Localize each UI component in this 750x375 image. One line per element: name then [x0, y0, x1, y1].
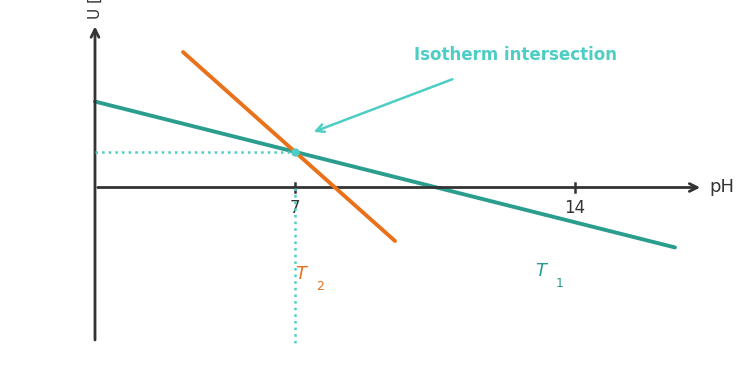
Text: T: T — [535, 262, 546, 280]
Text: 2: 2 — [316, 280, 324, 293]
Text: Isotherm intersection: Isotherm intersection — [413, 46, 616, 64]
Text: U [mV]: U [mV] — [88, 0, 103, 19]
Text: 14: 14 — [565, 199, 586, 217]
Text: pH: pH — [709, 178, 734, 196]
Text: T: T — [295, 265, 306, 283]
Text: 1: 1 — [556, 277, 564, 290]
Text: 7: 7 — [290, 199, 300, 217]
